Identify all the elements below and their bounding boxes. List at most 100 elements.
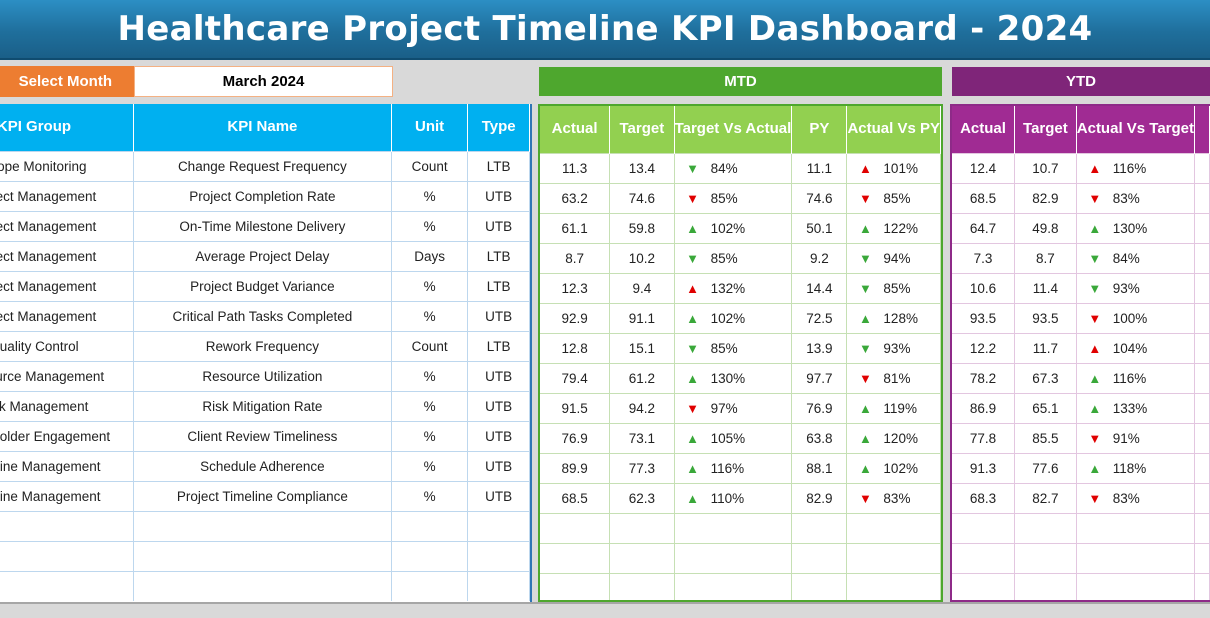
table-row: 77.8 85.5 ▼ 91% xyxy=(952,422,1210,453)
empty-cell xyxy=(391,570,469,601)
table-row: 12.4 10.7 ▲ 116% xyxy=(952,152,1210,183)
type-cell: UTB xyxy=(467,450,530,481)
mtd-actual-cell: 92.9 xyxy=(540,302,611,333)
arrow-down-icon: ▼ xyxy=(858,370,872,386)
arrow-up-icon: ▲ xyxy=(858,460,872,476)
arrow-down-icon: ▼ xyxy=(686,190,699,206)
mtd-target-vs-actual-cell: ▼ 85% xyxy=(674,242,793,273)
unit-cell: Days xyxy=(391,240,469,271)
dashboard-title-bar: Healthcare Project Timeline KPI Dashboar… xyxy=(0,0,1210,60)
ytd-actual-vs-target-cell: ▼ 84% xyxy=(1076,242,1196,273)
table-row: 7.3 8.7 ▼ 84% xyxy=(952,242,1210,273)
ytd-header-actual-vs-target: Actual Vs Target xyxy=(1076,106,1196,153)
mtd-py-cell: 63.8 xyxy=(791,422,848,453)
month-dropdown[interactable]: March 2024 xyxy=(134,66,393,97)
ytd-target-cell: 49.8 xyxy=(1014,212,1077,243)
unit-cell: % xyxy=(391,300,469,331)
empty-row xyxy=(0,540,530,571)
mtd-py-cell: 50.1 xyxy=(791,212,848,243)
kpi-group-cell: Timeline Management xyxy=(0,480,134,511)
mtd-target-vs-actual-cell-value: 110% xyxy=(710,490,745,506)
type-cell: UTB xyxy=(467,420,530,451)
mtd-section-header: MTD xyxy=(539,67,942,96)
ytd-actual-vs-target-cell-value: 116% xyxy=(1112,370,1147,386)
mtd-actual-vs-py-cell-value: 128% xyxy=(883,310,918,326)
ytd-actual-cell: 91.3 xyxy=(952,452,1016,483)
mtd-target-vs-actual-cell-value: 102% xyxy=(710,220,746,236)
empty-cell xyxy=(846,512,941,543)
kpi-name-cell: On-Time Milestone Delivery xyxy=(133,210,392,241)
empty-row xyxy=(952,512,1210,543)
empty-cell xyxy=(540,572,611,600)
empty-cell xyxy=(674,512,793,543)
mtd-actual-cell: 76.9 xyxy=(540,422,611,453)
ytd-actual-vs-target-cell-value: 104% xyxy=(1112,340,1148,356)
empty-cell xyxy=(846,542,941,573)
mtd-py-cell: 11.1 xyxy=(791,152,848,183)
empty-cell xyxy=(609,512,675,543)
kpi-group-cell: Project Management xyxy=(0,240,134,271)
type-cell: UTB xyxy=(467,210,530,241)
mtd-py-cell: 82.9 xyxy=(791,482,848,513)
mtd-target-vs-actual-cell: ▲ 102% xyxy=(674,212,793,243)
empty-cell xyxy=(391,540,469,571)
ytd-spacer-cell xyxy=(1194,422,1210,453)
ytd-target-cell: 85.5 xyxy=(1014,422,1077,453)
arrow-up-icon: ▲ xyxy=(858,400,872,416)
mtd-target-cell: 15.1 xyxy=(609,332,675,363)
arrow-up-icon: ▲ xyxy=(1088,460,1102,476)
arrow-down-icon: ▼ xyxy=(686,400,699,416)
empty-row xyxy=(952,542,1210,573)
ytd-spacer-cell xyxy=(1194,272,1210,303)
mtd-actual-cell: 61.1 xyxy=(540,212,611,243)
mtd-header-target-vs-actual: Target Vs Actual xyxy=(674,106,793,153)
select-month-label: Select Month xyxy=(0,66,134,97)
ytd-target-cell: 10.7 xyxy=(1014,152,1077,183)
kpi-group-cell: Project Management xyxy=(0,210,134,241)
mtd-target-cell: 9.4 xyxy=(609,272,675,303)
table-row: 68.5 82.9 ▼ 83% xyxy=(952,182,1210,213)
empty-cell xyxy=(674,542,793,573)
mtd-actual-vs-py-cell-value: 94% xyxy=(883,250,911,266)
type-cell: UTB xyxy=(467,180,530,211)
mtd-target-vs-actual-cell-value: 85% xyxy=(710,250,738,266)
empty-row xyxy=(540,572,941,600)
unit-cell: % xyxy=(391,270,469,301)
ytd-actual-cell: 77.8 xyxy=(952,422,1016,453)
empty-cell xyxy=(609,572,675,600)
mtd-target-vs-actual-cell: ▼ 85% xyxy=(674,332,793,363)
table-row: 91.3 77.6 ▲ 118% xyxy=(952,452,1210,483)
table-row: 76.9 73.1 ▲ 105% 63.8 ▲ 120% xyxy=(540,422,941,453)
ytd-actual-vs-target-cell: ▲ 130% xyxy=(1076,212,1196,243)
arrow-up-icon: ▲ xyxy=(686,460,699,476)
ytd-actual-vs-target-cell: ▼ 93% xyxy=(1076,272,1196,303)
kpi-name-cell: Project Completion Rate xyxy=(133,180,392,211)
empty-cell xyxy=(952,542,1016,573)
arrow-up-icon: ▲ xyxy=(1088,370,1102,386)
left-header-kpi-group: KPI Group xyxy=(0,104,134,151)
ytd-target-cell: 82.7 xyxy=(1014,482,1077,513)
ytd-header-actual: Actual xyxy=(952,106,1016,153)
mtd-target-cell: 61.2 xyxy=(609,362,675,393)
ytd-target-cell: 8.7 xyxy=(1014,242,1077,273)
type-cell: UTB xyxy=(467,360,530,391)
mtd-actual-vs-py-cell: ▼ 83% xyxy=(846,482,941,513)
ytd-actual-cell: 78.2 xyxy=(952,362,1016,393)
kpi-group-cell: Quality Control xyxy=(0,330,134,361)
empty-cell xyxy=(1014,512,1077,543)
arrow-down-icon: ▼ xyxy=(686,160,699,176)
mtd-table: Actual Target Target Vs Actual PY Actual Vs … xyxy=(540,106,941,600)
empty-cell xyxy=(952,512,1016,543)
mtd-py-cell: 9.2 xyxy=(791,242,848,273)
ytd-spacer-cell xyxy=(1194,392,1210,423)
mtd-target-vs-actual-cell: ▲ 132% xyxy=(674,272,793,303)
arrow-down-icon: ▼ xyxy=(686,340,699,356)
mtd-actual-cell: 11.3 xyxy=(540,152,611,183)
table-row: 78.2 67.3 ▲ 116% xyxy=(952,362,1210,393)
type-cell: LTB xyxy=(467,270,530,301)
mtd-panel: Actual Target Target Vs Actual PY Actual Vs … xyxy=(538,104,943,602)
arrow-down-icon: ▼ xyxy=(1088,250,1102,266)
